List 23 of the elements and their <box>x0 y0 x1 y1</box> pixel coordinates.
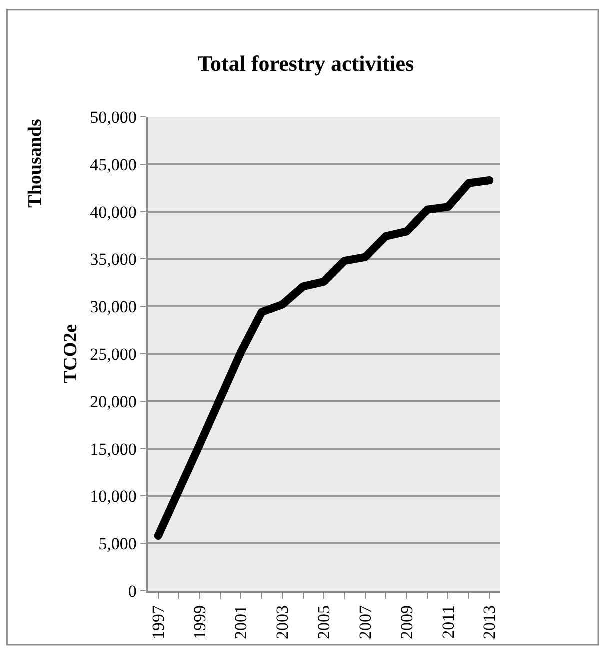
x-tick-label: 2007 <box>356 605 375 640</box>
x-tick-label: 2011 <box>438 606 458 639</box>
x-tick-label: 2001 <box>232 606 251 640</box>
y-tick-label: 10,000 <box>90 487 137 506</box>
x-tick-label: 2003 <box>273 606 292 640</box>
y-tick-label: 25,000 <box>90 344 137 364</box>
x-tick-label: 2009 <box>397 606 416 640</box>
x-tick-label: 1999 <box>190 606 210 640</box>
x-tick-label: 1997 <box>148 605 168 640</box>
y-tick-label: 45,000 <box>90 155 137 174</box>
y-tick-label: 20,000 <box>90 392 137 412</box>
text: Thousands <box>24 119 46 208</box>
y-axis-title: TCO2e <box>60 324 82 384</box>
y-tick-label: 30,000 <box>90 298 137 317</box>
y-tick-label: 5,000 <box>98 534 137 554</box>
y-tick-label: 40,000 <box>90 202 137 222</box>
y-tick-label: 15,000 <box>90 440 137 459</box>
x-tick-label: 2005 <box>314 606 334 640</box>
y-tick-label: 50,000 <box>90 108 137 127</box>
y-tick-label: 0 <box>128 582 137 601</box>
x-tick-label: 2013 <box>480 606 500 640</box>
y-tick-label: 35,000 <box>90 250 137 270</box>
chart-title: Total forestry activities <box>198 50 415 76</box>
